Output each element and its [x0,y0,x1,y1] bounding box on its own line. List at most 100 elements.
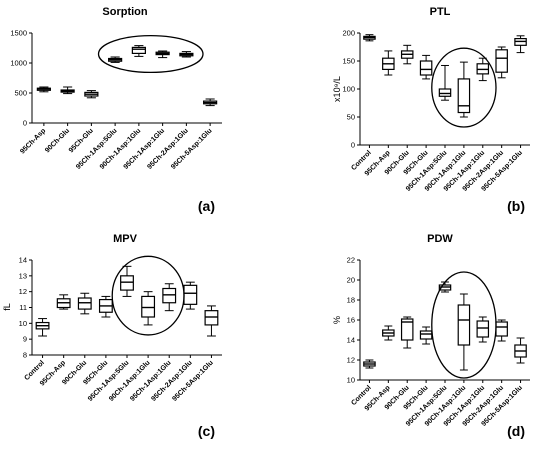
x-tick-label: 95Ch-2Asp:1Glu [146,127,189,170]
panel-title: PTL [430,6,451,18]
y-tick-label: 12 [347,356,355,365]
box-95Ch-2Asp:1Glu [495,319,508,342]
box-95Ch-Asp [36,86,51,93]
y-tick-label: 14 [347,336,355,345]
box-95Ch-Asp [382,50,395,76]
box-Control [363,34,376,42]
y-tick-label: 0 [23,119,27,128]
y-tick-label: 0 [351,141,355,150]
box-95Ch-5Asp:1Glu [204,305,219,337]
y-tick-label: 20 [347,276,355,285]
box-iqr [419,330,433,340]
highlight-ellipse [111,255,185,336]
panel-a: Sorption05001000150095Ch-Asp90Ch-Glu95Ch… [10,6,222,214]
highlight-ellipse [431,47,497,128]
box-90Ch-1Asp:1Glu [141,291,156,326]
panel-title: MPV [113,233,138,245]
box-95Ch-2Asp:1Glu [183,281,198,310]
highlight-ellipse [97,34,204,74]
y-tick-label: 13 [19,271,27,280]
y-tick-label: 22 [347,256,355,265]
y-tick-label: 16 [347,316,355,325]
box-95Ch-2Asp:1Glu [179,51,194,58]
box-iqr [141,295,156,318]
box-95Ch-2Asp:1Glu [495,46,508,79]
y-tick-label: 200 [342,29,355,38]
box-iqr [120,275,134,291]
x-tick-label: 95Ch-5Asp:1Glu [171,359,214,402]
y-tick-label: 14 [19,256,27,265]
box-95Ch-5Asp:1Glu [514,337,527,364]
box-95Ch-1Asp:5Glu [438,64,452,101]
panel-label: (c) [198,423,215,439]
panel-label: (b) [507,198,525,214]
y-tick-label: 10 [347,376,355,385]
box-90Ch-1Asp:1Glu [457,293,471,371]
y-tick-label: 8 [23,351,27,360]
box-iqr [495,49,508,73]
box-95Ch-Glu [419,54,433,80]
box-iqr [77,297,92,310]
panel-d: PDW%10121416182022Control95Ch-Asp90Ch-Gl… [332,233,530,439]
box-95Ch-5Asp:1Glu [514,35,527,54]
box-iqr [438,88,452,97]
y-tick-label: 1500 [10,29,27,38]
box-95Ch-1Asp:5Glu [108,56,123,63]
box-90Ch-Glu [400,44,414,65]
highlight-ellipse [431,271,497,379]
x-tick-label: 90Ch-Glu [44,127,71,154]
x-tick-label: 95Ch-5Asp:1Glu [170,127,213,170]
box-95Ch-1Asp:1Glu [155,50,170,59]
panel-title: Sorption [102,6,147,18]
panel-label: (d) [507,423,525,439]
box-iqr [162,287,177,304]
y-axis-label: x10⁹/L [332,76,342,102]
box-95Ch-1Asp:1Glu [476,316,490,343]
x-tick-label: 95Ch-1Asp:1Glu [123,127,166,170]
y-tick-label: 18 [347,296,355,305]
box-90Ch-Glu [60,86,75,95]
y-tick-label: 12 [19,287,27,296]
box-iqr [204,310,219,326]
y-tick-label: 11 [19,303,27,312]
box-iqr [400,318,414,341]
y-tick-label: 9 [23,335,27,344]
box-90Ch-Glu [77,292,92,315]
box-95Ch-5Asp:1Glu [203,98,218,107]
box-90Ch-Glu [400,316,414,349]
box-Control [363,359,376,369]
panel-b: PTLx10⁹/L050100150200Control95Ch-Asp90Ch… [332,6,530,214]
box-95Ch-1Asp:5Glu [120,265,134,297]
box-iqr [183,284,198,305]
y-tick-label: 500 [14,89,27,98]
y-tick-label: 100 [342,85,355,94]
box-iqr [419,60,433,76]
box-Control [35,318,50,337]
box-95Ch-1Asp:1Glu [162,283,177,312]
y-axis-label: fL [2,303,12,311]
x-tick-label: 95Ch-1Asp:5Glu [75,127,118,170]
y-tick-label: 50 [347,113,355,122]
x-tick-label: 95Ch-Asp [19,127,47,155]
box-95Ch-Glu [98,295,113,318]
box-iqr [457,78,471,114]
panel-c: MPVfL891011121314Control95Ch-Asp90Ch-Glu… [2,233,222,439]
box-95Ch-Asp [382,325,395,341]
box-95Ch-Glu [84,90,99,99]
box-iqr [131,46,146,55]
y-tick-label: 150 [342,57,355,66]
y-tick-label: 1000 [10,59,27,68]
x-tick-label: 90Ch-1Asp:1Glu [99,127,142,170]
panel-title: PDW [427,233,453,245]
y-tick-label: 10 [19,319,27,328]
box-95Ch-Asp [56,294,71,310]
box-95Ch-1Asp:1Glu [476,57,490,82]
y-axis-label: % [332,316,342,324]
box-90Ch-1Asp:1Glu [131,45,146,57]
box-iqr [457,304,471,346]
box-90Ch-1Asp:1Glu [457,61,471,118]
box-95Ch-Glu [419,326,433,345]
box-iqr [495,321,508,337]
panel-label: (a) [198,198,215,214]
